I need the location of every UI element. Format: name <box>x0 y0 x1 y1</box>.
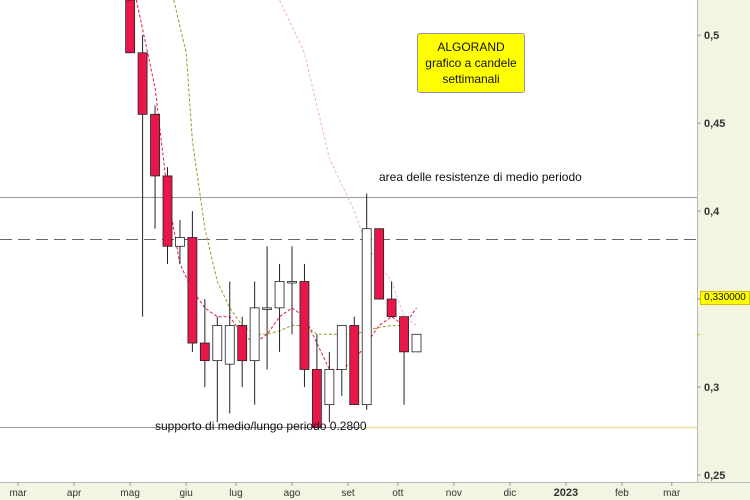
y-tick-label: 0,25 <box>704 470 725 482</box>
title-line-2: grafico a candele <box>425 56 517 70</box>
x-tick-label: set <box>341 488 355 499</box>
candle-body-bullish <box>249 307 260 362</box>
y-axis-panel <box>697 0 750 500</box>
x-tick-label: nov <box>446 488 462 499</box>
candle-body-bullish <box>336 325 347 370</box>
candle-body-bearish <box>162 175 173 247</box>
candle-body-bullish <box>287 281 297 284</box>
candle-body-bullish <box>411 333 422 353</box>
moving-average-1 <box>135 0 417 370</box>
candle-body-bullish <box>274 281 285 309</box>
x-tick-label: dic <box>503 488 516 499</box>
x-axis-panel <box>0 482 750 500</box>
candle-body-bearish <box>187 237 198 344</box>
candle-body-bearish <box>374 228 385 300</box>
y-tick-label: 0,5 <box>704 30 719 42</box>
x-tick-label: 2023 <box>554 487 578 499</box>
candle-body-bearish <box>150 113 160 177</box>
candle-body-bullish <box>361 228 372 406</box>
candle-body-bullish <box>175 237 185 247</box>
candle-body-bearish <box>299 281 310 370</box>
x-tick-label: mar <box>663 488 681 499</box>
candle-body-bearish <box>386 298 397 318</box>
candle-body-bearish <box>125 0 136 54</box>
x-tick-label: lug <box>229 488 242 499</box>
candle-body-bullish <box>324 369 335 406</box>
title-line-1: ALGORAND <box>437 40 505 54</box>
moving-average-3 <box>279 0 417 326</box>
x-tick-label: ott <box>392 488 403 499</box>
last-price-tag: 0,330000 <box>700 291 750 305</box>
x-tick-label: ago <box>284 488 301 499</box>
candle-body-bearish <box>349 325 360 406</box>
x-tick-label: apr <box>67 488 82 499</box>
candle-body-bullish <box>212 325 223 362</box>
resistance-annotation: area delle resistenze di medio periodo <box>379 170 582 184</box>
candle-body-bullish <box>224 325 235 365</box>
x-tick-label: feb <box>615 488 629 499</box>
candle-body-bearish <box>311 369 322 428</box>
candle-body-bearish <box>137 52 148 115</box>
x-tick-label: giu <box>179 488 192 499</box>
y-tick-label: 0,4 <box>704 206 720 218</box>
candle-body-bullish <box>262 307 273 310</box>
y-tick-label: 0,45 <box>704 118 725 130</box>
y-tick-label: 0,3 <box>704 382 719 394</box>
x-tick-label: mag <box>120 488 139 499</box>
x-tick-label: mar <box>9 488 27 499</box>
candle-body-bearish <box>399 316 409 353</box>
candle-body-bearish <box>199 342 210 362</box>
candle-body-bearish <box>237 325 248 362</box>
chart-title-box: ALGORAND grafico a candele settimanali <box>417 33 525 93</box>
support-annotation: supporto di medio/lungo periodo 0.2800 <box>155 419 367 433</box>
title-line-3: settimanali <box>442 72 500 86</box>
